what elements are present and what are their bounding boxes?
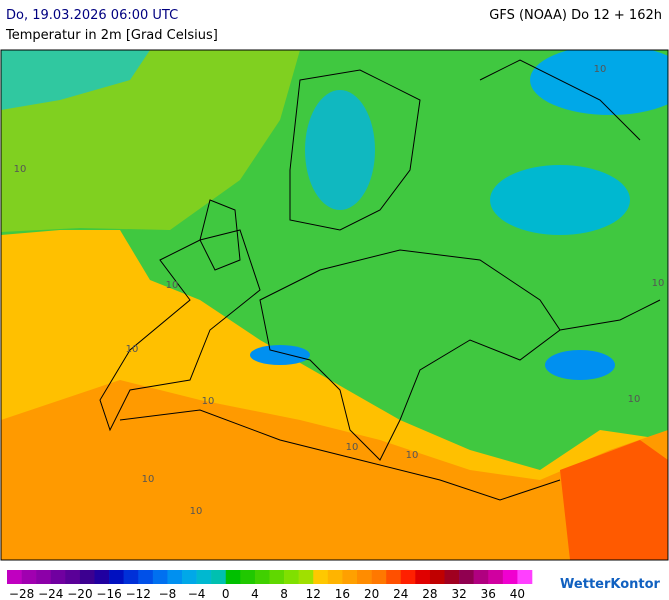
legend-swatch bbox=[225, 570, 241, 584]
legend-label: 20 bbox=[364, 587, 379, 600]
legend-swatch bbox=[123, 570, 139, 584]
legend-label: −20 bbox=[67, 587, 92, 600]
legend-swatch bbox=[298, 570, 314, 584]
legend-swatch bbox=[488, 570, 504, 584]
cold-area bbox=[545, 350, 615, 380]
legend-swatch bbox=[357, 570, 372, 584]
legend-swatch bbox=[313, 570, 329, 584]
legend-swatch bbox=[65, 570, 81, 584]
hot-core bbox=[560, 440, 668, 560]
legend-swatch bbox=[94, 570, 110, 584]
map: 10 10 10 10 10 10 10 10 10 10 10 bbox=[0, 49, 669, 561]
contour-label: 10 bbox=[142, 474, 155, 485]
legend-label: −24 bbox=[38, 587, 63, 600]
legend-swatch bbox=[502, 570, 518, 584]
legend-swatch bbox=[7, 570, 22, 584]
cool-area bbox=[1, 50, 150, 110]
legend-label: −28 bbox=[9, 587, 34, 600]
cold-area bbox=[250, 345, 310, 365]
legend-swatch bbox=[327, 570, 343, 584]
contour-label: 10 bbox=[202, 396, 215, 407]
brand: WetterKontor bbox=[560, 577, 661, 592]
hot-area bbox=[1, 380, 668, 560]
legend-label: −4 bbox=[188, 587, 206, 600]
legend-swatch bbox=[386, 570, 402, 584]
legend-label: 12 bbox=[306, 587, 321, 600]
legend-swatch bbox=[429, 570, 445, 584]
legend-swatch bbox=[284, 570, 299, 584]
legend-label: 0 bbox=[222, 587, 230, 600]
legend-swatch bbox=[211, 570, 227, 584]
legend-label: 36 bbox=[481, 587, 496, 600]
legend-swatch bbox=[444, 570, 460, 584]
contour-label: 10 bbox=[126, 344, 139, 355]
contour-label: 10 bbox=[14, 164, 27, 175]
legend-swatch bbox=[182, 570, 197, 584]
legend-label: 4 bbox=[251, 587, 259, 600]
legend-swatch bbox=[152, 570, 168, 584]
legend: −28 −24 −20 −16 −12 −8 −4 0 4 8 12 16 20 24 28 32 36 40 bbox=[7, 570, 533, 600]
contour-label: 10 bbox=[594, 64, 607, 75]
legend-label: 8 bbox=[280, 587, 288, 600]
contour-label: 10 bbox=[166, 280, 179, 291]
legend-swatch bbox=[50, 570, 66, 584]
date: Do, 19.03.2026 06:00 UTC bbox=[6, 8, 178, 23]
legend-label: 24 bbox=[393, 587, 408, 600]
contour-label: 10 bbox=[346, 442, 359, 453]
legend-label: −12 bbox=[126, 587, 151, 600]
model: GFS (NOAA) Do 12 + 162h bbox=[489, 8, 662, 23]
cold-area bbox=[530, 50, 668, 115]
legend-label: 32 bbox=[451, 587, 466, 600]
cold-area bbox=[305, 90, 375, 210]
legend-swatch bbox=[371, 570, 387, 584]
legend-swatch bbox=[79, 570, 95, 584]
legend-swatch bbox=[400, 570, 416, 584]
legend-label: 40 bbox=[510, 587, 525, 600]
legend-swatch bbox=[138, 570, 154, 584]
legend-swatch bbox=[36, 570, 52, 584]
contour-label: 10 bbox=[652, 278, 665, 289]
legend-swatch bbox=[517, 570, 533, 584]
legend-swatch bbox=[473, 570, 489, 584]
legend-swatch bbox=[196, 570, 212, 584]
legend-swatch bbox=[109, 570, 124, 584]
legend-swatch bbox=[342, 570, 358, 584]
legend-swatch bbox=[459, 570, 474, 584]
legend-swatch bbox=[167, 570, 183, 584]
contour-label: 10 bbox=[406, 450, 419, 461]
coastlines bbox=[99, 59, 661, 501]
legend-label: −16 bbox=[96, 587, 121, 600]
legend-label: 28 bbox=[422, 587, 437, 600]
subtitle: Temperatur in 2m [Grad Celsius] bbox=[5, 28, 218, 43]
legend-swatch bbox=[269, 570, 285, 584]
legend-label: −8 bbox=[159, 587, 177, 600]
contour-label: 10 bbox=[628, 394, 641, 405]
cold-area bbox=[490, 165, 630, 235]
legend-swatch bbox=[240, 570, 256, 584]
legend-swatch bbox=[254, 570, 270, 584]
legend-label: 16 bbox=[335, 587, 350, 600]
contour-label: 10 bbox=[190, 506, 203, 517]
legend-swatch bbox=[21, 570, 37, 584]
map-frame bbox=[0, 49, 669, 561]
legend-swatch bbox=[415, 570, 431, 584]
